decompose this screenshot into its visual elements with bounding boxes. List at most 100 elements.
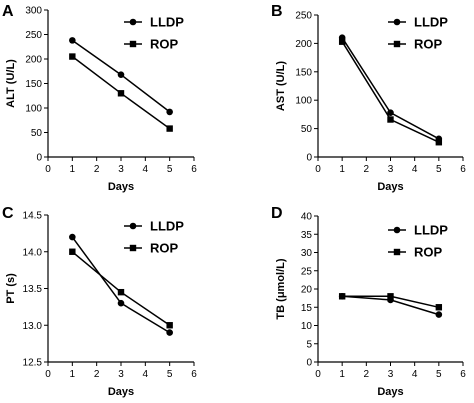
- data-point-rop: [387, 293, 394, 300]
- data-point-rop: [166, 322, 173, 329]
- legend-label-rop: ROP: [414, 245, 443, 260]
- panel-letter: C: [2, 205, 14, 222]
- y-tick-label: 14.0: [23, 247, 43, 258]
- legend-marker-rop: [393, 248, 401, 256]
- legend: LLDP ROP: [124, 219, 184, 256]
- legend-marker-lldp: [393, 226, 401, 234]
- x-tick-label: 5: [167, 164, 173, 175]
- chart-panel-c: C 12.5 13.0 13.5 14.0 14.5 0 1 2 3 4 5 6 Days PT (s) LL…: [2, 205, 197, 398]
- x-tick-label: 4: [143, 164, 149, 175]
- legend: LLDP ROP: [388, 223, 448, 260]
- data-point-rop: [69, 248, 76, 255]
- x-tick-label: 0: [45, 164, 51, 175]
- x-tick-label: 2: [364, 164, 370, 175]
- y-tick-label: 0: [306, 358, 312, 369]
- legend-label-rop: ROP: [414, 37, 443, 52]
- x-tick-label: 0: [315, 164, 321, 175]
- x-tick-label: 6: [191, 164, 197, 175]
- x-axis-title: Days: [377, 386, 403, 398]
- panel-letter: B: [271, 3, 283, 20]
- legend-marker-lldp: [393, 18, 401, 26]
- data-point-rop: [435, 139, 443, 146]
- x-axis-title: Days: [377, 181, 403, 193]
- y-tick-label: 0: [36, 153, 42, 164]
- x-axis-title: Days: [108, 386, 134, 398]
- data-point-lldp: [387, 109, 394, 116]
- data-point-lldp: [69, 37, 76, 44]
- x-tick-label: 6: [460, 369, 466, 380]
- legend-label-rop: ROP: [150, 241, 179, 256]
- y-tick-label: 12.5: [23, 358, 43, 369]
- chart-panel-a: A 0 50 100 150 200 250 300 0 1 2 3 4 5 6 Days ALT (U/L) L…: [2, 3, 197, 193]
- x-tick-label: 5: [436, 164, 442, 175]
- legend-label-lldp: LLDP: [414, 223, 448, 238]
- y-tick-label: 20: [301, 285, 313, 296]
- y-tick-label: 13.0: [23, 321, 43, 332]
- legend: LLDP ROP: [388, 15, 448, 52]
- x-tick-label: 2: [94, 369, 100, 380]
- legend-label-lldp: LLDP: [150, 15, 184, 30]
- data-point-rop: [338, 38, 346, 45]
- legend-label-lldp: LLDP: [414, 15, 448, 30]
- y-tick-label: 200: [25, 55, 42, 66]
- x-tick-label: 4: [412, 164, 418, 175]
- panel-letter: A: [2, 3, 14, 20]
- legend-marker-lldp: [129, 222, 137, 230]
- chart-panel-d: D 0 5 10 15 20 25 30 35 40 0 1 2 3 4 5 6 Days TB (μmol/L) L…: [271, 205, 466, 398]
- y-tick-label: 250: [25, 30, 42, 41]
- y-tick-label: 150: [295, 67, 312, 78]
- y-tick-label: 13.5: [23, 284, 43, 295]
- data-point-rop: [117, 288, 125, 296]
- x-tick-label: 1: [70, 164, 76, 175]
- y-tick-label: 14.5: [23, 211, 43, 222]
- y-tick-label: 35: [301, 230, 313, 241]
- panel-letter: D: [271, 205, 283, 222]
- y-tick-label: 100: [295, 96, 312, 107]
- x-tick-label: 2: [94, 164, 100, 175]
- y-tick-label: 300: [25, 6, 42, 17]
- x-tick-label: 3: [388, 164, 394, 175]
- x-tick-label: 6: [460, 164, 466, 175]
- legend-label-rop: ROP: [150, 37, 179, 52]
- data-point-rop: [69, 53, 76, 60]
- legend-marker-rop: [393, 40, 401, 48]
- x-tick-label: 1: [339, 164, 345, 175]
- data-point-lldp: [117, 299, 125, 307]
- x-tick-label: 2: [364, 369, 370, 380]
- x-tick-label: 5: [167, 369, 173, 380]
- x-tick-label: 5: [436, 369, 442, 380]
- y-tick-label: 50: [301, 124, 313, 135]
- x-tick-label: 4: [412, 369, 418, 380]
- y-axis-title: AST (U/L): [275, 61, 287, 111]
- series-line-rop: [341, 41, 440, 143]
- y-tick-label: 250: [295, 11, 312, 22]
- y-tick-label: 5: [306, 339, 312, 350]
- data-point-rop: [166, 125, 173, 132]
- y-tick-label: 200: [295, 39, 312, 50]
- y-axis-title: ALT (U/L): [5, 59, 17, 108]
- data-point-lldp: [435, 311, 443, 318]
- x-tick-label: 3: [118, 369, 124, 380]
- data-point-lldp: [166, 329, 173, 336]
- y-axis-title: TB (μmol/L): [275, 258, 287, 319]
- chart-panel-b: B 0 50 100 150 200 250 0 1 2 3 4 5 6 Days AST (U/L) LLDP…: [271, 3, 466, 193]
- y-tick-label: 40: [301, 212, 313, 223]
- x-tick-label: 3: [388, 369, 394, 380]
- legend-label-lldp: LLDP: [150, 219, 184, 234]
- y-tick-label: 50: [31, 128, 43, 139]
- series-line-lldp: [341, 37, 440, 140]
- y-tick-label: 15: [301, 303, 313, 314]
- data-point-lldp: [166, 108, 173, 116]
- y-tick-label: 25: [301, 266, 313, 277]
- x-tick-label: 1: [70, 369, 76, 380]
- x-axis-title: Days: [108, 181, 134, 193]
- data-point-rop: [435, 304, 443, 311]
- data-point-rop: [387, 116, 394, 123]
- legend-marker-lldp: [129, 18, 137, 26]
- y-tick-label: 30: [301, 248, 313, 259]
- x-tick-label: 0: [315, 369, 321, 380]
- y-tick-label: 150: [25, 79, 42, 90]
- x-tick-label: 4: [143, 369, 149, 380]
- x-tick-label: 0: [45, 369, 51, 380]
